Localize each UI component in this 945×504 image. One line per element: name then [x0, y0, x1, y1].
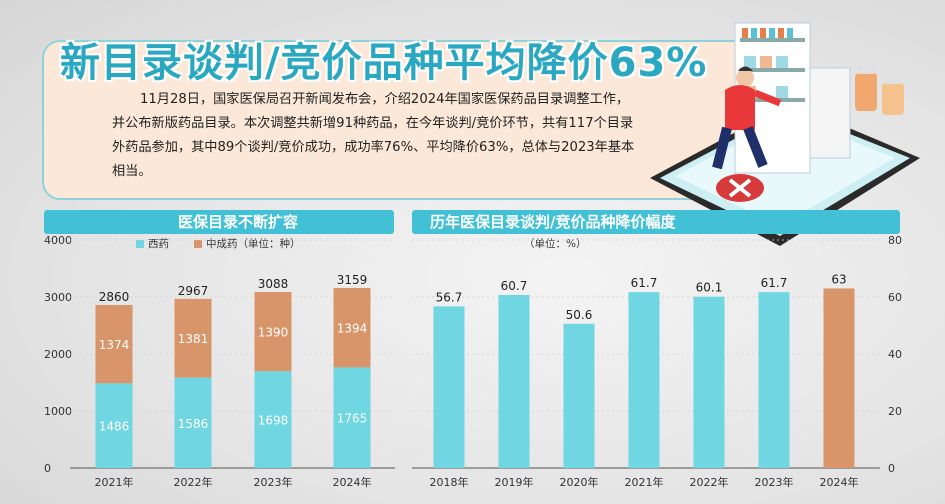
left-y-tick-label: 4000 — [44, 234, 72, 247]
right-chart-unit: （单位：%） — [524, 238, 587, 250]
legend-tcm: 中成药（单位：种） — [194, 236, 301, 251]
bar-price-cut — [693, 296, 725, 468]
bar-western — [174, 377, 212, 468]
medicine-bottle-icon — [855, 66, 904, 115]
bar-price-cut — [758, 292, 790, 468]
bar-tcm-label: 1374 — [99, 338, 130, 352]
bar-value-label: 61.7 — [631, 276, 658, 290]
legend-label-western: 西药 — [148, 238, 169, 250]
left-y-tick-label: 0 — [44, 462, 51, 475]
bar-value-label: 63 — [831, 272, 846, 286]
bar-price-cut — [433, 306, 465, 468]
bar-tcm — [254, 291, 292, 372]
pharmacist-icon — [712, 66, 782, 170]
right-x-tick-label: 2019年 — [495, 475, 534, 489]
bar-value-label: 50.6 — [566, 308, 593, 322]
right-chart-title: 历年医保目录谈判/竞价品种降价幅度 — [430, 213, 676, 231]
bar-price-cut — [823, 288, 855, 468]
bar-value-label: 60.1 — [696, 281, 723, 295]
bar-western — [254, 371, 292, 468]
intro-text: 11月28日，国家医保局召开新闻发布会，介绍2024年国家医保药品目录调整工作，… — [112, 92, 635, 179]
right-y-tick-label: 20 — [888, 405, 902, 418]
bar-western — [333, 367, 371, 468]
bar-value-label: 56.7 — [436, 290, 463, 304]
bar-tcm — [174, 298, 212, 378]
bar-tcm-label: 1394 — [337, 322, 368, 336]
bar-price-cut — [498, 295, 530, 468]
bar-tcm-label: 1390 — [258, 326, 289, 340]
bar-total-label: 2860 — [99, 290, 130, 304]
bar-tcm-label: 1381 — [178, 332, 209, 346]
bar-total-label: 3159 — [337, 273, 368, 287]
right-x-tick-label: 2023年 — [755, 475, 794, 489]
intro-panel — [42, 40, 767, 200]
legend-label-tcm: 中成药（单位：种） — [206, 238, 301, 250]
right-y-tick-label: 40 — [888, 348, 902, 361]
right-x-tick-label: 2022年 — [690, 475, 729, 489]
bar-total-label: 3088 — [258, 277, 289, 291]
left-y-tick-label: 3000 — [44, 291, 72, 304]
bar-total-label: 2967 — [178, 284, 209, 298]
legend-swatch-tcm — [194, 240, 202, 248]
reject-icon — [716, 174, 764, 202]
headline: 新目录谈判/竞价品种平均降价63% — [60, 40, 708, 86]
left-x-tick-label: 2024年 — [333, 475, 372, 489]
left-x-tick-label: 2022年 — [174, 475, 213, 489]
bar-price-cut — [628, 292, 660, 468]
right-chart-header — [412, 210, 900, 234]
left-x-tick-label: 2021年 — [95, 475, 134, 489]
right-y-tick-label: 0 — [888, 462, 895, 475]
bar-tcm — [95, 304, 133, 384]
bar-western-label: 1698 — [258, 414, 289, 428]
bar-value-label: 60.7 — [501, 279, 528, 293]
left-x-tick-label: 2023年 — [254, 475, 293, 489]
bar-price-cut — [563, 323, 595, 468]
right-y-tick-label: 60 — [888, 291, 902, 304]
bar-western-label: 1486 — [99, 420, 130, 434]
bar-western — [95, 383, 133, 468]
right-x-tick-label: 2020年 — [560, 475, 599, 489]
bar-western-label: 1765 — [337, 412, 368, 426]
right-x-tick-label: 2018年 — [430, 475, 469, 489]
left-chart-header — [44, 210, 394, 234]
legend-swatch-western — [136, 240, 144, 248]
legend-western: 西药 — [136, 236, 169, 251]
right-x-tick-label: 2024年 — [820, 475, 859, 489]
left-chart-title: 医保目录不断扩容 — [178, 213, 299, 231]
right-x-tick-label: 2021年 — [625, 475, 664, 489]
bar-tcm — [333, 287, 371, 368]
left-y-tick-label: 2000 — [44, 348, 72, 361]
bar-value-label: 61.7 — [761, 276, 788, 290]
left-y-tick-label: 1000 — [44, 405, 72, 418]
bar-western-label: 1586 — [178, 417, 209, 431]
